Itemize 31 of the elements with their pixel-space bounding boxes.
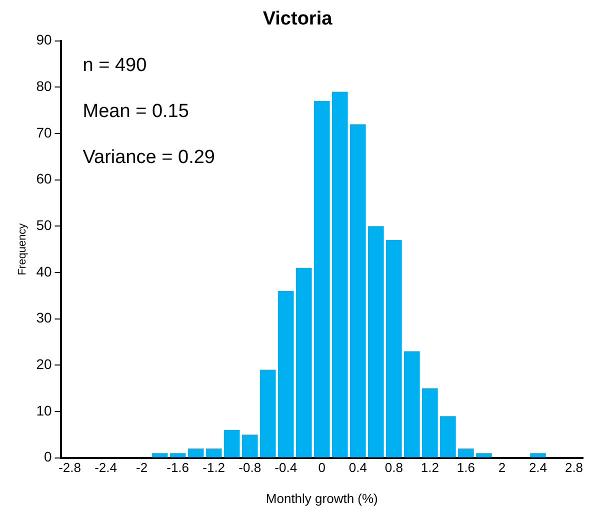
- y-axis-title: Frequency: [16, 222, 29, 276]
- x-tick-label: -2.4: [94, 460, 117, 476]
- x-tick-label: -0.8: [238, 460, 262, 476]
- chart-title: Victoria: [262, 8, 333, 30]
- y-tick-label: 10: [36, 402, 52, 418]
- x-tick-label: -1.6: [166, 460, 190, 476]
- y-tick-label: 20: [36, 356, 52, 372]
- x-tick-label: -1.2: [202, 460, 226, 476]
- x-tick-label: 1.2: [420, 460, 439, 476]
- x-tick-label: 1.6: [456, 460, 475, 476]
- y-tick-label: 90: [36, 32, 52, 48]
- x-tick-label: 0: [318, 460, 326, 476]
- y-tick-label: 80: [36, 78, 52, 94]
- x-tick-label: -2.8: [58, 460, 81, 476]
- x-tick-label: 0.4: [348, 460, 367, 476]
- y-tick-label: 30: [36, 310, 52, 326]
- annotation: Mean = 0.15: [82, 101, 189, 122]
- x-tick-label: -2: [136, 460, 148, 476]
- annotation: n = 490: [82, 55, 147, 76]
- x-tick-label: 2.8: [564, 460, 584, 476]
- y-tick-label: 60: [36, 170, 52, 187]
- x-tick-label: 2.4: [528, 460, 548, 476]
- x-axis-title: Monthly growth (%): [266, 490, 378, 506]
- y-tick-label: 0: [44, 448, 52, 465]
- x-tick-label: 2: [498, 460, 506, 476]
- y-tick-label: 40: [36, 263, 52, 280]
- x-tick-label: 0.8: [384, 460, 403, 476]
- y-tick-label: 50: [36, 216, 52, 233]
- x-tick-label: -0.4: [274, 460, 298, 476]
- y-tick-label: 70: [36, 124, 52, 140]
- annotation: Variance = 0.29: [82, 147, 215, 168]
